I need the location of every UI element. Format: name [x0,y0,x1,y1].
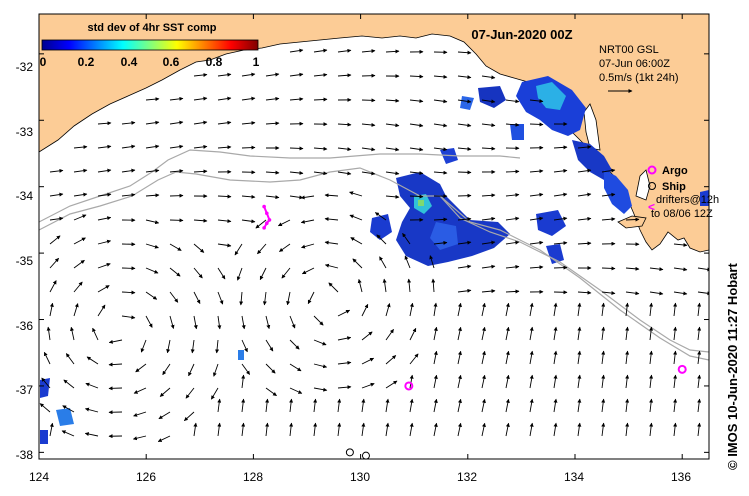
current-arrow [530,124,543,125]
lon-label: 130 [350,470,370,484]
colorbar-tick: 0.4 [121,55,138,69]
drifter-point [268,218,272,222]
lon-label: 136 [671,470,691,484]
lat-label: -37 [16,383,34,397]
lat-label: -34 [16,189,34,203]
colorbar-tick: 0.8 [206,55,223,69]
colorbar-tick: 0 [40,55,47,69]
lon-label: 126 [136,470,156,484]
drifter-point [265,221,269,225]
colorbar-tick: 0.6 [163,55,180,69]
drifter-point [262,226,266,230]
colorbar-label: std dev of 4hr SST comp [88,22,217,34]
drifter-point [262,205,266,209]
argo-legend-label: Argo [662,165,688,177]
current-arrow [602,268,615,269]
drifter-legend-line1: drifters@12h [656,194,719,206]
ship-legend-label: Ship [662,181,686,193]
current-arrow [554,267,567,268]
drifter-legend-line2: to 08/06 12Z [651,208,713,220]
current-arrow [290,148,303,149]
lon-label: 132 [457,470,477,484]
current-scale: 0.5m/s (1kt 24h) [599,72,678,84]
credit-text: © IMOS 10-Jun-2020 11:27 Hobart [725,263,740,470]
colorbar-tick: 1 [253,55,260,69]
lat-label: -32 [16,60,34,74]
colorbar-tick: 0.2 [78,55,95,69]
lon-label: 128 [243,470,263,484]
lat-label: -33 [16,125,34,139]
lon-label: 134 [564,470,584,484]
lat-label: -35 [16,254,34,268]
current-arrow [242,147,255,148]
map-title: 07-Jun-2020 00Z [471,27,572,42]
current-time: 07-Jun 06:00Z [599,58,670,70]
drifter-point [265,211,269,215]
lat-label: -36 [16,319,34,333]
current-arrow [458,172,471,173]
lon-label: 124 [29,470,49,484]
lat-label: -38 [16,448,34,462]
colorbar-gradient [42,40,258,50]
current-model: NRT00 GSL [599,44,659,56]
